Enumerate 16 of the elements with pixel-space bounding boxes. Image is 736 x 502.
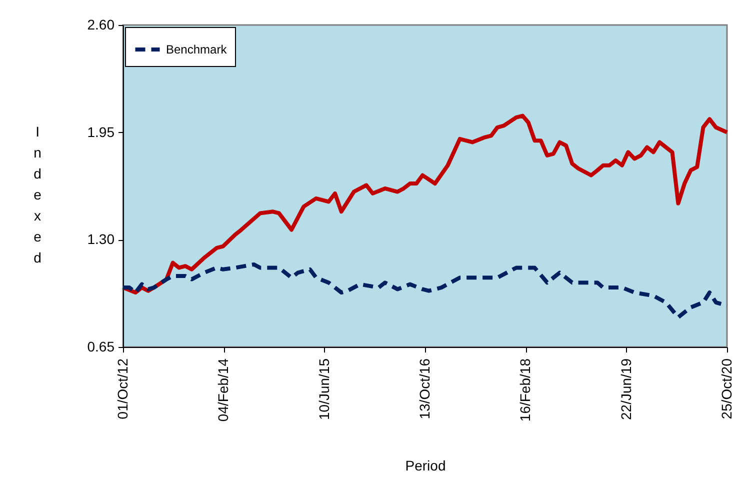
y-tick-label: 0.65 (87, 338, 115, 354)
y-axis-title: Indexed (34, 124, 42, 266)
x-tick-label: 10/Jun/15 (316, 358, 332, 420)
y-tick-label: 2.60 (87, 16, 115, 32)
y-tick-label: 1.30 (87, 231, 115, 248)
line-series (121, 114, 729, 295)
legend-label: Benchmark (166, 42, 228, 56)
x-axis-title: Period (405, 458, 446, 474)
x-tick-label: 13/Oct/16 (416, 358, 432, 420)
x-tick-label: 16/Feb/18 (517, 358, 534, 422)
x-tick-label: 04/Feb/14 (215, 358, 232, 422)
x-tick-label: 01/Oct/12 (114, 358, 130, 420)
y-tick-label: 1.95 (87, 124, 115, 140)
x-tick-label: 22/Jun/19 (618, 358, 634, 420)
x-tick-label: 25/Oct/20 (718, 358, 734, 420)
line-series (121, 262, 729, 320)
